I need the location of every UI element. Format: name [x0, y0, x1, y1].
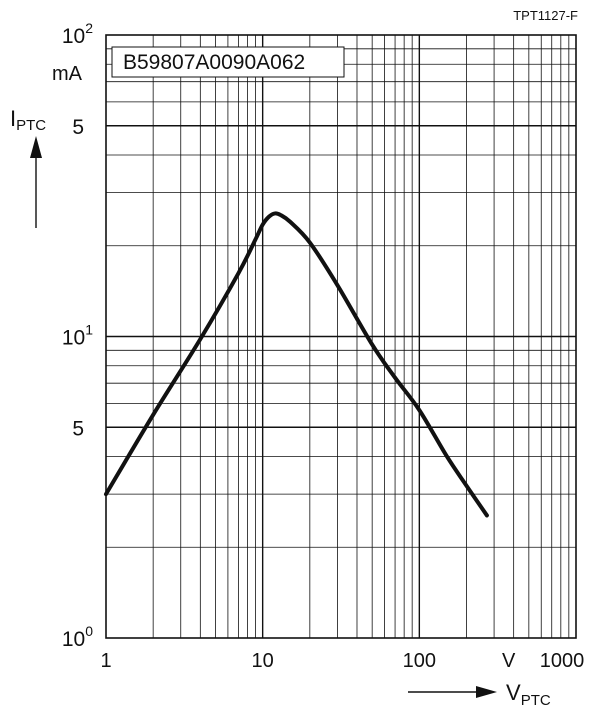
y-axis-subscript: PTC	[16, 117, 46, 134]
y-tick-exponent: 2	[85, 20, 93, 36]
y-tick-label: 100	[62, 623, 93, 651]
part-number-box	[111, 46, 345, 78]
x-tick-label: 1000	[540, 650, 585, 672]
x-tick-label: 1	[100, 650, 111, 672]
y-axis-arrow	[30, 136, 42, 228]
y-tick-base: 10	[62, 25, 85, 48]
x-tick-labels: 1 10 100 1000	[100, 650, 584, 672]
y-tick-label: 5	[72, 417, 84, 440]
figure-code: TPT1127-F	[513, 8, 578, 23]
x-axis-symbol: V	[506, 680, 521, 705]
y-unit-label: mA	[52, 63, 83, 85]
series-line-current-vs-voltage	[104, 211, 489, 518]
y-tick-label: 5	[72, 116, 84, 139]
x-tick-label: 10	[252, 650, 274, 672]
y-tick-label: 102	[62, 20, 93, 48]
y-axis-symbol: I	[10, 106, 16, 131]
x-unit-label: V	[502, 650, 516, 672]
grid	[106, 35, 576, 638]
x-axis-arrow	[408, 686, 497, 698]
x-axis-subscript: PTC	[521, 692, 551, 709]
x-arrow-head	[476, 686, 497, 698]
part-number-label: B59807A0090A062	[123, 51, 305, 74]
y-tick-base: 10	[62, 327, 85, 350]
y-tick-exponent: 1	[85, 322, 93, 338]
y-tick-exponent: 0	[85, 623, 93, 639]
plot-frame	[105, 34, 577, 639]
y-arrow-head	[30, 136, 42, 158]
y-axis-label: IPTC	[10, 106, 46, 134]
y-tick-base: 10	[62, 628, 85, 651]
x-tick-label: 100	[403, 650, 436, 672]
y-tick-label: 101	[62, 322, 93, 350]
x-axis-label: VPTC	[506, 680, 551, 709]
